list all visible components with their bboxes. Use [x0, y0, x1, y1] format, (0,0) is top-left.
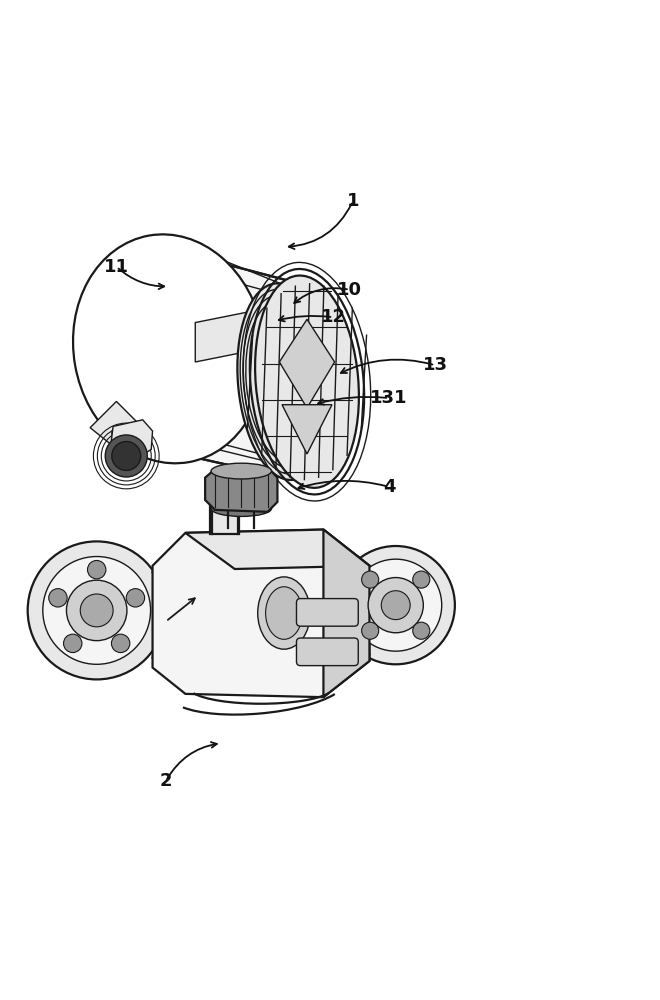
- Polygon shape: [323, 530, 370, 697]
- Text: 2: 2: [160, 772, 172, 790]
- Polygon shape: [90, 401, 143, 454]
- Ellipse shape: [73, 234, 265, 463]
- FancyBboxPatch shape: [296, 599, 358, 626]
- Ellipse shape: [67, 580, 127, 641]
- Ellipse shape: [211, 501, 271, 516]
- Ellipse shape: [412, 622, 430, 639]
- FancyBboxPatch shape: [296, 638, 358, 666]
- Ellipse shape: [257, 577, 310, 649]
- Text: 12: 12: [321, 308, 346, 326]
- Ellipse shape: [81, 594, 113, 627]
- Ellipse shape: [255, 276, 359, 488]
- Ellipse shape: [49, 589, 67, 607]
- Text: 10: 10: [337, 281, 362, 299]
- Text: 13: 13: [422, 356, 447, 374]
- Ellipse shape: [238, 283, 331, 480]
- Text: 131: 131: [370, 389, 408, 407]
- Text: 11: 11: [104, 258, 129, 276]
- Polygon shape: [185, 530, 370, 569]
- Ellipse shape: [362, 571, 379, 588]
- Ellipse shape: [28, 541, 166, 679]
- Ellipse shape: [112, 442, 141, 470]
- Polygon shape: [205, 467, 277, 512]
- Ellipse shape: [43, 557, 150, 664]
- Ellipse shape: [63, 634, 82, 653]
- Ellipse shape: [105, 435, 147, 477]
- Ellipse shape: [88, 560, 106, 579]
- Text: 4: 4: [383, 478, 395, 496]
- Polygon shape: [110, 420, 152, 461]
- Polygon shape: [282, 405, 332, 454]
- Ellipse shape: [381, 591, 410, 620]
- Ellipse shape: [211, 463, 271, 479]
- Ellipse shape: [337, 546, 455, 664]
- Ellipse shape: [112, 634, 130, 653]
- Ellipse shape: [362, 622, 379, 639]
- Polygon shape: [279, 319, 335, 408]
- Polygon shape: [211, 478, 254, 534]
- Ellipse shape: [265, 587, 302, 639]
- Ellipse shape: [368, 578, 423, 633]
- Text: 1: 1: [346, 192, 359, 210]
- Polygon shape: [195, 309, 261, 362]
- Ellipse shape: [350, 559, 442, 651]
- Polygon shape: [162, 248, 310, 484]
- Ellipse shape: [126, 589, 145, 607]
- Polygon shape: [152, 530, 370, 697]
- Ellipse shape: [112, 425, 127, 441]
- Ellipse shape: [412, 571, 430, 588]
